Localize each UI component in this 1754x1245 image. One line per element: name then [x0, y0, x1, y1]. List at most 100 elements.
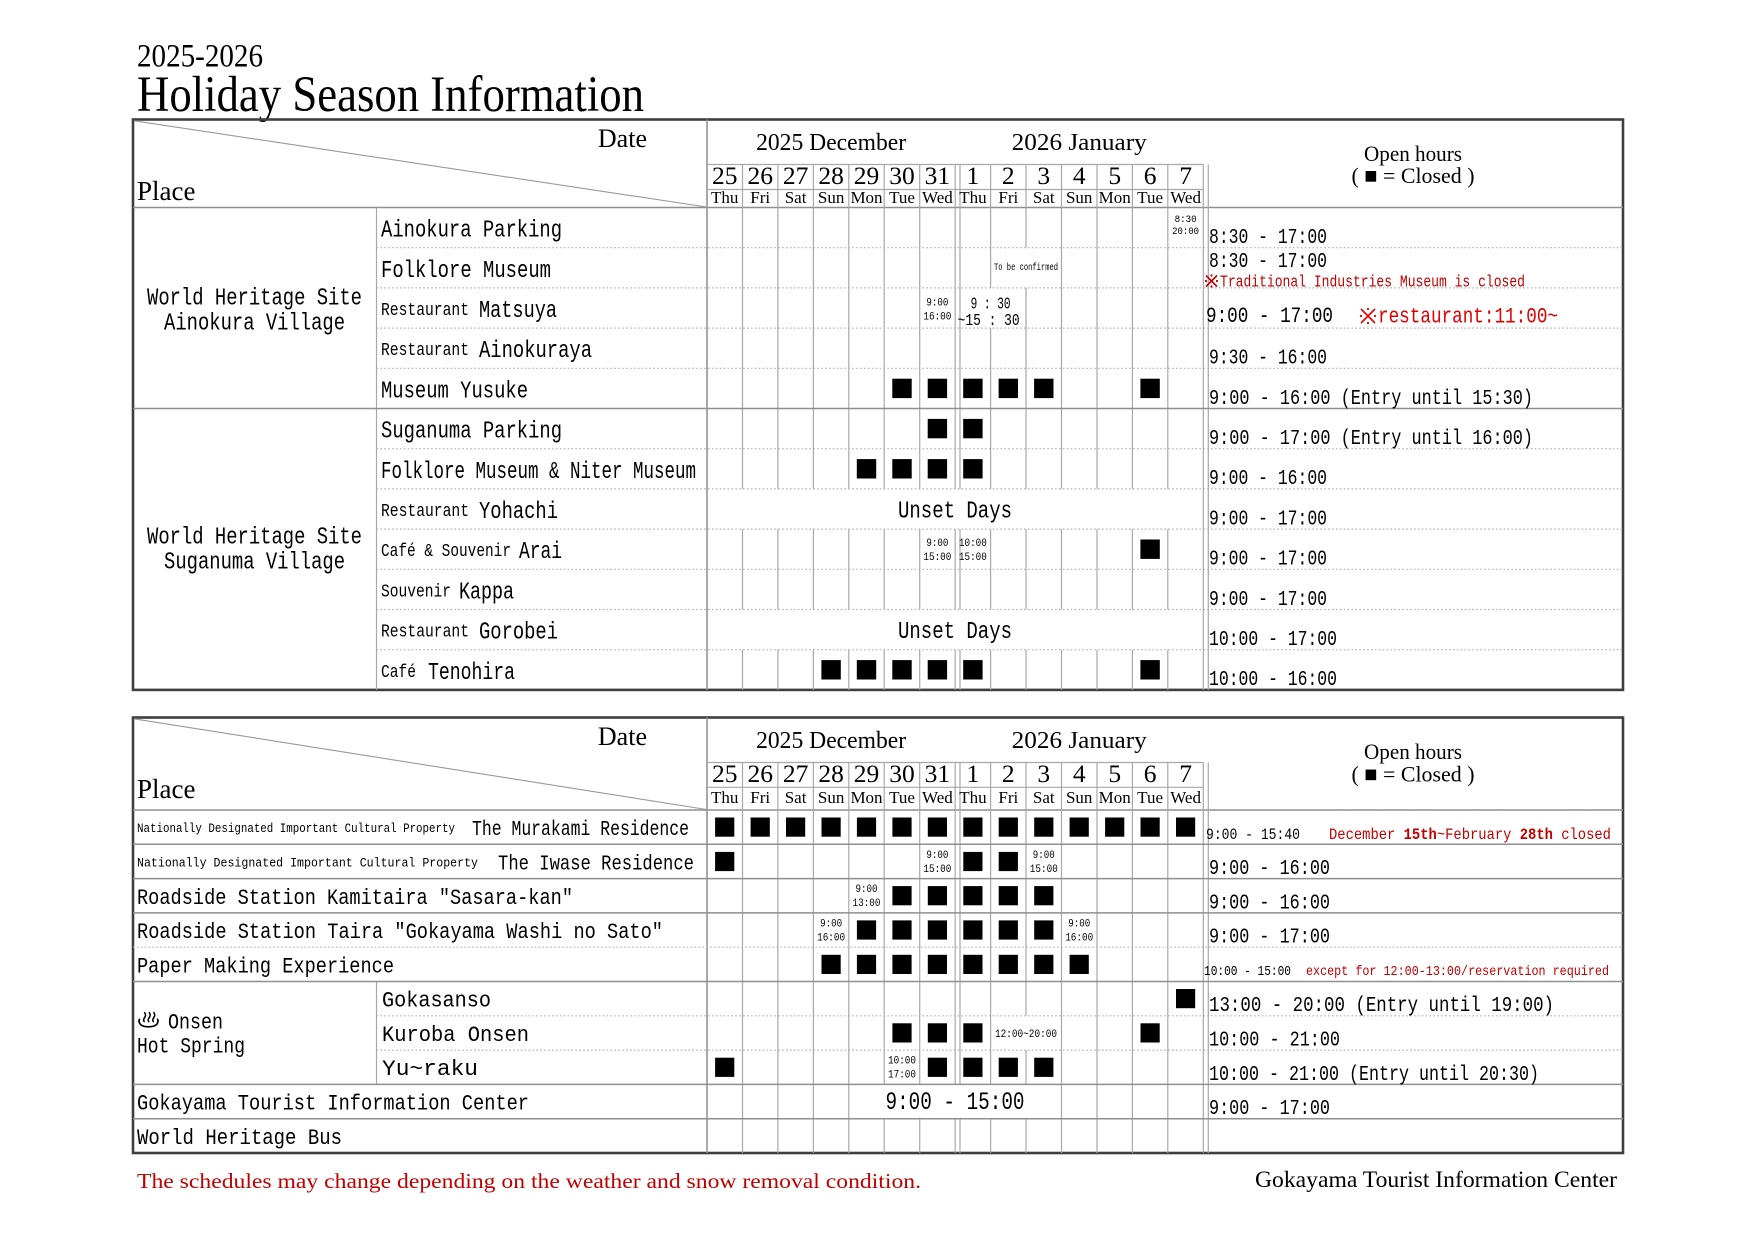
- svg-text:9:00 - 15:40: 9:00 - 15:40: [1206, 826, 1300, 844]
- svg-text:30: 30: [889, 161, 915, 190]
- svg-text:Roadside Station Kamitaira ″Sa: Roadside Station Kamitaira ″Sasara-kan″: [137, 886, 573, 911]
- svg-text:Tue: Tue: [1137, 188, 1163, 207]
- svg-text:Thu: Thu: [959, 788, 987, 807]
- svg-text:2025 December: 2025 December: [756, 728, 906, 754]
- svg-text:10:00: 10:00: [959, 538, 987, 550]
- svg-text:( ■ = Closed ): ( ■ = Closed ): [1352, 163, 1475, 188]
- svg-text:16:00: 16:00: [1065, 932, 1093, 944]
- svg-text:25: 25: [712, 759, 738, 788]
- svg-text:Sun: Sun: [1066, 188, 1093, 207]
- svg-text:( ■ = Closed ): ( ■ = Closed ): [1352, 762, 1475, 787]
- svg-text:2: 2: [1002, 759, 1015, 788]
- svg-text:Wed: Wed: [1170, 788, 1201, 807]
- svg-text:World Heritage Site: World Heritage Site: [147, 524, 362, 551]
- svg-text:27: 27: [783, 161, 809, 190]
- svg-text:9:00 - 16:00: 9:00 - 16:00: [1209, 892, 1330, 915]
- svg-text:December 15th~February 28th cl: December 15th~February 28th closed: [1329, 826, 1611, 844]
- svg-text:Date: Date: [598, 722, 647, 751]
- svg-text:Date: Date: [598, 124, 647, 153]
- svg-text:~15 : 30: ~15 : 30: [958, 312, 1020, 331]
- svg-text:10:00 - 15:00: 10:00 - 15:00: [1204, 965, 1291, 980]
- svg-text:Holiday Season Information: Holiday Season Information: [137, 67, 644, 123]
- svg-text:Yu~raku: Yu~raku: [382, 1057, 478, 1082]
- svg-text:Suganuma Village: Suganuma Village: [164, 549, 345, 576]
- svg-text:4: 4: [1073, 161, 1086, 190]
- svg-text:Fri: Fri: [998, 188, 1018, 207]
- svg-text:9:00 - 17:00: 9:00 - 17:00: [1206, 304, 1333, 329]
- svg-text:1: 1: [967, 161, 980, 190]
- svg-text:5: 5: [1108, 161, 1121, 190]
- svg-text:9:00: 9:00: [926, 298, 948, 310]
- svg-text:Sun: Sun: [818, 188, 845, 207]
- svg-text:12:00~20:00: 12:00~20:00: [995, 1029, 1057, 1041]
- svg-text:The Murakami Residence: The Murakami Residence: [472, 819, 689, 842]
- svg-text:9:00 - 17:00: 9:00 - 17:00: [1209, 1098, 1330, 1121]
- svg-text:Fri: Fri: [750, 788, 770, 807]
- svg-text:Open hours: Open hours: [1364, 739, 1462, 764]
- svg-text:7: 7: [1179, 759, 1192, 788]
- svg-text:Ainokura Parking: Ainokura Parking: [381, 218, 562, 245]
- svg-text:15:00: 15:00: [1030, 864, 1058, 876]
- svg-text:13:00 - 20:00 (Entry until 19: 13:00 - 20:00 (Entry until 19:00): [1209, 995, 1554, 1018]
- svg-text:Unset Days: Unset Days: [898, 499, 1012, 526]
- svg-text:Nationally Designated Importan: Nationally Designated Important Cultural…: [137, 856, 478, 871]
- svg-text:Souvenir: Souvenir: [381, 582, 451, 602]
- svg-text:9:00 - 17:00: 9:00 - 17:00: [1209, 549, 1327, 572]
- svg-text:Matsuya: Matsuya: [479, 298, 557, 325]
- svg-text:Gorobei: Gorobei: [479, 620, 558, 647]
- svg-text:Roadside Station Taira ″Gokaya: Roadside Station Taira ″Gokayama Washi n…: [137, 920, 663, 945]
- svg-text:Paper Making Experience: Paper Making Experience: [137, 954, 394, 979]
- svg-text:Café & Souvenir: Café & Souvenir: [381, 542, 511, 562]
- svg-text:Open hours: Open hours: [1364, 141, 1462, 166]
- svg-text:9:00 - 16:00: 9:00 - 16:00: [1209, 468, 1327, 491]
- svg-text:15:00: 15:00: [959, 552, 987, 564]
- svg-text:The Iwase Residence: The Iwase Residence: [498, 854, 694, 877]
- svg-text:Folklore Museum: Folklore Museum: [381, 258, 551, 285]
- svg-text:10:00 - 21:00: 10:00 - 21:00: [1209, 1030, 1340, 1053]
- svg-text:The schedules may change depen: The schedules may change depending on th…: [137, 1169, 921, 1193]
- svg-text:9:00: 9:00: [926, 538, 948, 550]
- svg-text:Kappa: Kappa: [459, 579, 514, 606]
- svg-text:9:00: 9:00: [856, 884, 878, 896]
- svg-text:Restaurant: Restaurant: [381, 341, 469, 361]
- svg-text:29: 29: [854, 161, 880, 190]
- svg-text:2025-2026: 2025-2026: [137, 39, 263, 75]
- svg-text:9:00 - 15:00: 9:00 - 15:00: [886, 1088, 1025, 1117]
- svg-text:13:00: 13:00: [853, 898, 881, 910]
- svg-text:Gokayama Tourist Information C: Gokayama Tourist Information Center: [137, 1092, 529, 1117]
- svg-text:Wed: Wed: [922, 788, 953, 807]
- svg-text:9:00 - 16:00 (Entry until 15:: 9:00 - 16:00 (Entry until 15:30): [1209, 388, 1533, 411]
- svg-text:9:00: 9:00: [926, 850, 948, 862]
- svg-text:6: 6: [1144, 161, 1157, 190]
- svg-text:Tue: Tue: [1137, 788, 1163, 807]
- svg-text:9:00 - 17:00 (Entry until 16:: 9:00 - 17:00 (Entry until 16:00): [1209, 428, 1533, 451]
- svg-text:Mon: Mon: [850, 788, 883, 807]
- svg-text:Yohachi: Yohachi: [479, 499, 558, 526]
- svg-text:Sat: Sat: [1033, 788, 1055, 807]
- svg-text:17:00: 17:00: [888, 1070, 916, 1082]
- svg-text:2026 January: 2026 January: [1012, 130, 1147, 156]
- svg-text:Mon: Mon: [850, 188, 883, 207]
- svg-text:Folklore Museum & Niter Museum: Folklore Museum & Niter Museum: [381, 459, 696, 486]
- svg-text:16:00: 16:00: [923, 312, 951, 324]
- svg-text:Ainokura Village: Ainokura Village: [164, 311, 345, 338]
- svg-text:15:00: 15:00: [923, 864, 951, 876]
- svg-text:To be confirmed: To be confirmed: [994, 262, 1058, 274]
- svg-text:Place: Place: [137, 176, 195, 206]
- svg-text:Tue: Tue: [889, 788, 915, 807]
- svg-text:9 : 30: 9 : 30: [971, 296, 1011, 315]
- svg-text:7: 7: [1179, 161, 1192, 190]
- svg-text:Sat: Sat: [1033, 188, 1055, 207]
- svg-text:Traditional Industries Museum: Traditional Industries Museum is closed: [1220, 274, 1525, 293]
- svg-text:6: 6: [1144, 759, 1157, 788]
- svg-text:Tue: Tue: [889, 188, 915, 207]
- svg-text:Sat: Sat: [785, 188, 807, 207]
- svg-text:Restaurant: Restaurant: [381, 502, 469, 522]
- svg-text:9:00: 9:00: [1033, 850, 1055, 862]
- svg-text:Café: Café: [381, 663, 416, 683]
- svg-text:31: 31: [925, 759, 951, 788]
- svg-text:9:00: 9:00: [820, 918, 842, 930]
- svg-text:Unset Days: Unset Days: [898, 619, 1012, 646]
- svg-text:Mon: Mon: [1099, 188, 1132, 207]
- svg-text:26: 26: [747, 759, 773, 788]
